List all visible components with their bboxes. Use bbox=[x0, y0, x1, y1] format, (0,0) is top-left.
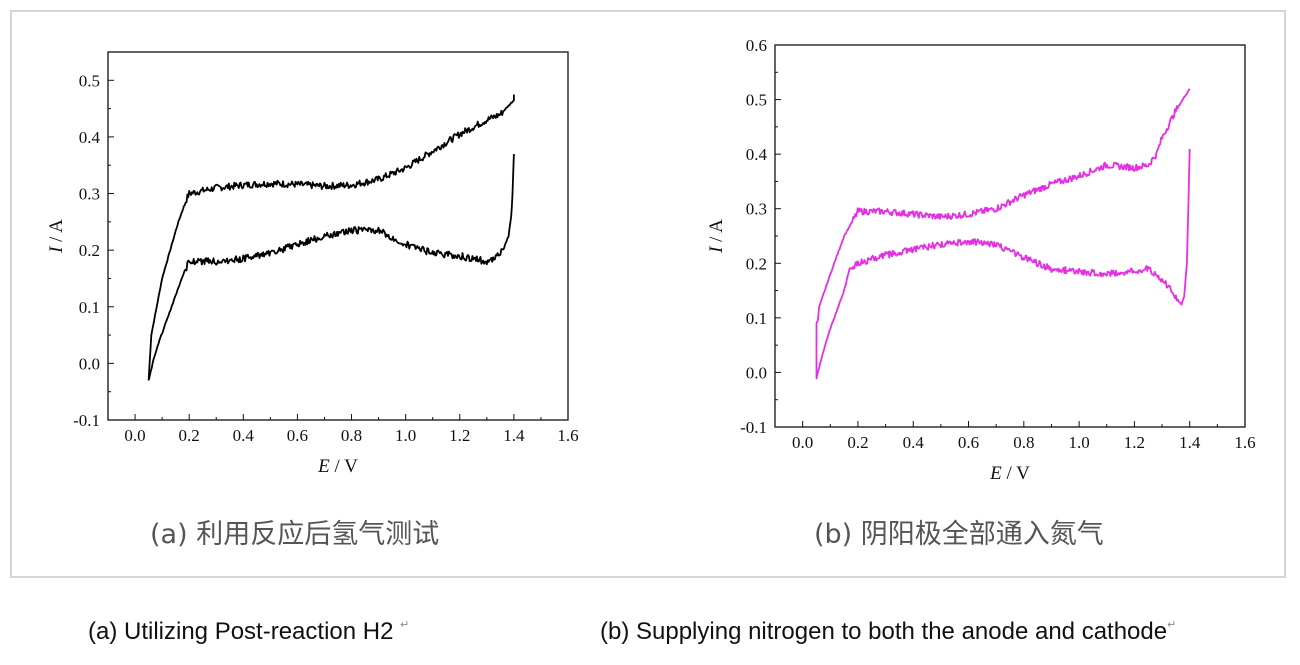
chart-b-y-ticks: -0.1 0.0 0.1 0.2 0.3 0.4 0.5 0.6 bbox=[740, 36, 781, 437]
y-tick-label: 0.3 bbox=[746, 200, 767, 219]
english-caption-a: (a) Utilizing Post-reaction H2 ↵ bbox=[88, 618, 409, 646]
subcaption-a: (a) 利用反应后氢气测试 bbox=[150, 519, 440, 550]
x-tick-label: 0.2 bbox=[179, 426, 200, 445]
y-tick-label: 0.0 bbox=[746, 363, 767, 382]
x-tick-label: 1.2 bbox=[1124, 433, 1145, 452]
x-tick-label: 1.0 bbox=[395, 426, 416, 445]
series-line-forward bbox=[815, 88, 1191, 324]
x-tick-label: 1.6 bbox=[557, 426, 578, 445]
y-tick-label: 0.5 bbox=[79, 71, 100, 90]
english-caption-b-text: (b) Supplying nitrogen to both the anode… bbox=[600, 618, 1168, 645]
subcaption-b: (b) 阴阳极全部通入氮气 bbox=[814, 519, 1104, 550]
x-tick-label: 0.4 bbox=[233, 426, 255, 445]
chart-a-xlabel: E / V bbox=[317, 456, 358, 477]
chart-a: 0.0 0.2 0.4 0.6 0.8 1.0 1.2 1.4 1.6 -0.1 0.0 0.1 0.… bbox=[46, 51, 579, 477]
english-caption-a-text: (a) Utilizing Post-reaction H2 bbox=[88, 618, 394, 645]
figure-frame bbox=[10, 10, 1286, 578]
x-tick-label: 0.4 bbox=[903, 433, 925, 452]
chart-b-xlabel: E / V bbox=[989, 463, 1030, 484]
y-tick-label: 0.5 bbox=[746, 91, 767, 110]
chart-a-ylabel: I / A bbox=[46, 219, 67, 254]
y-tick-label: -0.1 bbox=[73, 411, 100, 430]
x-tick-label: 0.0 bbox=[792, 433, 813, 452]
chart-b-ylabel: I / A bbox=[706, 219, 727, 254]
series-line-reverse bbox=[815, 148, 1191, 380]
x-tick-label: 0.0 bbox=[124, 426, 145, 445]
chart-b: 0.0 0.2 0.4 0.6 0.8 1.0 1.2 1.4 1.6 -0.1 0.0 0.1 0.… bbox=[706, 36, 1256, 484]
y-tick-label: 0.0 bbox=[79, 354, 100, 373]
y-tick-label: 0.4 bbox=[746, 145, 768, 164]
x-tick-label: 1.4 bbox=[503, 426, 525, 445]
x-tick-label: 0.8 bbox=[1013, 433, 1034, 452]
y-tick-label: 0.3 bbox=[79, 185, 100, 204]
chart-a-axes-box bbox=[107, 51, 569, 421]
paragraph-mark-icon: ↵ bbox=[400, 619, 410, 631]
y-tick-label: 0.1 bbox=[79, 298, 100, 317]
chart-a-series bbox=[147, 94, 515, 381]
chart-a-y-ticks: -0.1 0.0 0.1 0.2 0.3 0.4 0.5 bbox=[73, 71, 114, 430]
series-line-forward bbox=[147, 94, 515, 381]
x-tick-label: 1.2 bbox=[449, 426, 470, 445]
x-tick-label: 1.0 bbox=[1068, 433, 1089, 452]
x-tick-label: 1.4 bbox=[1179, 433, 1201, 452]
chart-b-axes-box bbox=[774, 44, 1246, 428]
x-tick-label: 0.8 bbox=[341, 426, 362, 445]
x-tick-label: 1.6 bbox=[1234, 433, 1255, 452]
y-tick-label: 0.1 bbox=[746, 309, 767, 328]
x-tick-label: 0.2 bbox=[847, 433, 868, 452]
y-tick-label: 0.6 bbox=[746, 36, 767, 55]
y-tick-label: 0.2 bbox=[746, 254, 767, 273]
x-tick-label: 0.6 bbox=[958, 433, 979, 452]
chart-a-x-ticks: 0.0 0.2 0.4 0.6 0.8 1.0 1.2 1.4 1.6 bbox=[124, 414, 579, 445]
paragraph-mark-icon: ↵ bbox=[1167, 619, 1177, 631]
y-tick-label: -0.1 bbox=[740, 418, 767, 437]
series-line-reverse bbox=[147, 153, 515, 381]
english-caption-b: (b) Supplying nitrogen to both the anode… bbox=[600, 618, 1176, 646]
y-tick-label: 0.2 bbox=[79, 241, 100, 260]
y-tick-label: 0.4 bbox=[79, 128, 101, 147]
chart-b-series bbox=[815, 88, 1191, 380]
chart-b-x-ticks: 0.0 0.2 0.4 0.6 0.8 1.0 1.2 1.4 1.6 bbox=[792, 421, 1256, 452]
x-tick-label: 0.6 bbox=[287, 426, 308, 445]
